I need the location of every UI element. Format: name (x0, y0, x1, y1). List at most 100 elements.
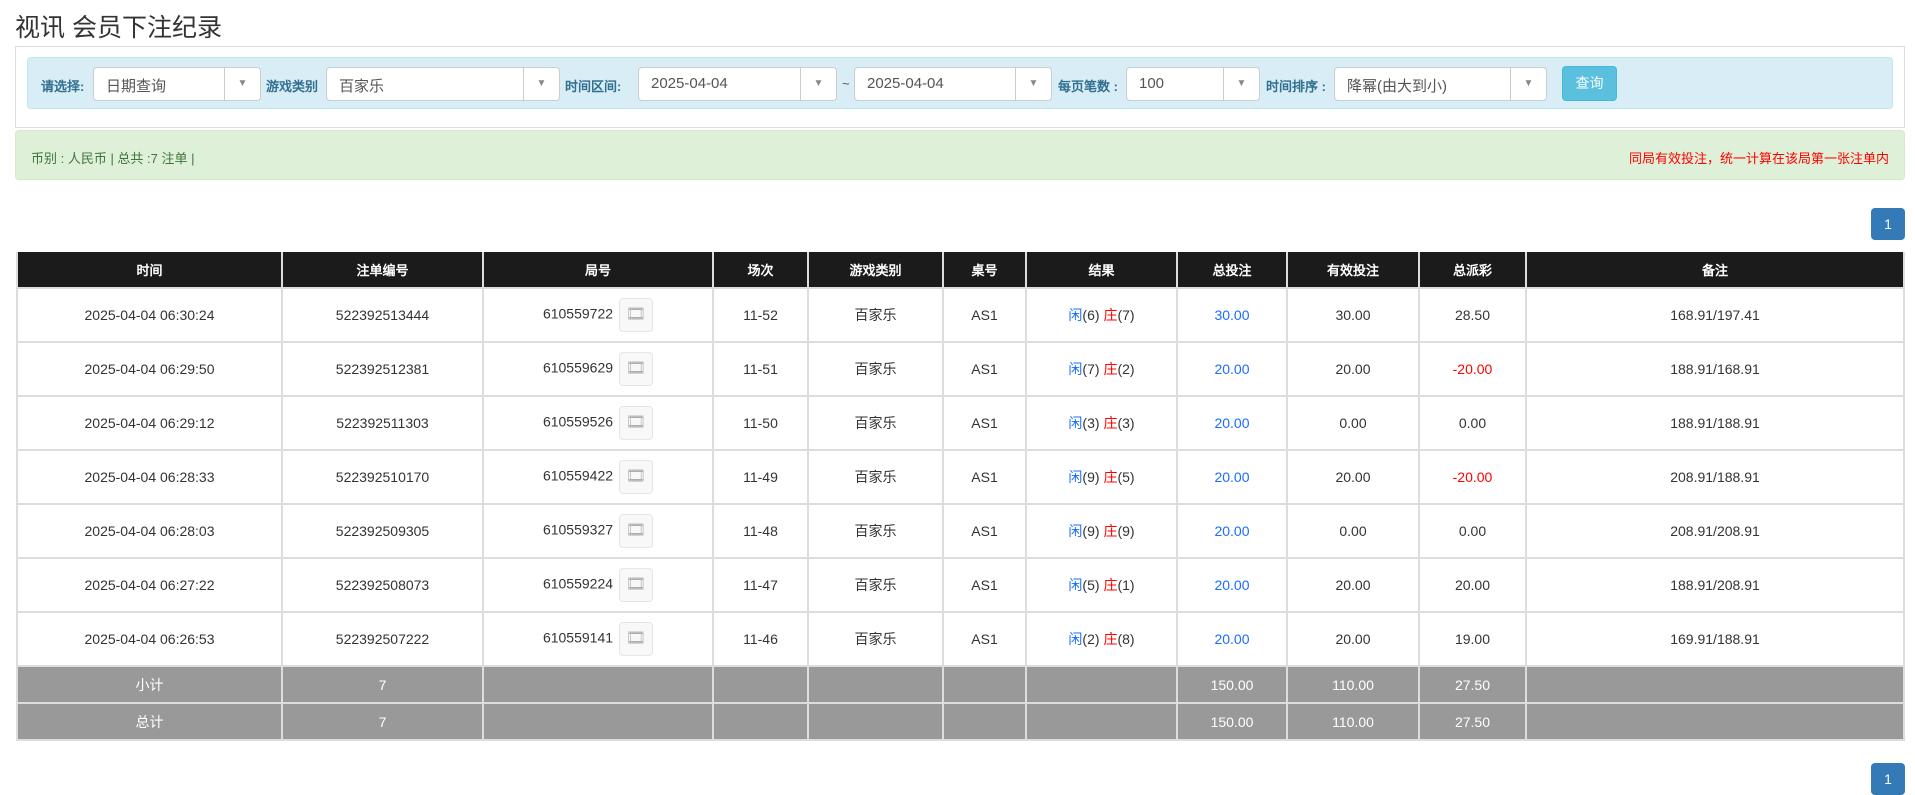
chevron-down-icon: ▼ (800, 68, 836, 100)
player-value: (9) (1082, 469, 1100, 485)
column-header: 游戏类别 (807, 252, 944, 289)
player-label: 闲 (1068, 361, 1083, 377)
cell-valid: 30.00 (1286, 287, 1420, 343)
cell-table: AS1 (942, 503, 1027, 559)
banker-label: 庄 (1103, 631, 1118, 647)
cell-valid: 0.00 (1286, 503, 1420, 559)
video-replay-icon[interactable]: 🎞 (619, 406, 654, 440)
video-replay-icon[interactable]: 🎞 (619, 298, 654, 332)
cell-note: 188.91/208.91 (1525, 557, 1905, 613)
cell-shoe: 11-51 (712, 341, 809, 397)
column-header: 有效投注 (1286, 252, 1420, 289)
table-row: 2025-04-04 06:29:50 522392512381 61055962… (16, 341, 1905, 397)
table-row: 2025-04-04 06:30:24 522392513444 61055972… (16, 287, 1905, 343)
query-button[interactable]: 查询 (1562, 66, 1617, 101)
date-to-select[interactable]: 2025-04-04 ▼ (854, 67, 1052, 101)
pagination-page-1-top[interactable]: 1 (1871, 208, 1905, 240)
cell-valid: 20.00 (1286, 341, 1420, 397)
banker-label: 庄 (1103, 469, 1118, 485)
round-number: 610559526 (542, 413, 614, 430)
column-header: 备注 (1525, 252, 1905, 289)
column-header: 结果 (1025, 252, 1178, 289)
video-replay-icon[interactable]: 🎞 (619, 514, 654, 548)
bet-records-table: 时间 注单编号 局号 场次 游戏类别 桌号 结果 总投注 有效投注 总派彩 备注 2025-04-0… (16, 252, 1905, 741)
cell-bet_id: 522392508073 (281, 557, 484, 613)
select-label: 请选择: (41, 79, 85, 94)
player-label: 闲 (1068, 307, 1083, 323)
query-type-select[interactable]: 日期查询 ▼ (93, 67, 261, 101)
cell-bet: 20.00 (1176, 557, 1288, 613)
banker-label: 庄 (1103, 523, 1118, 539)
pagination-page-1-bottom[interactable]: 1 (1871, 763, 1905, 795)
empty-cell (1025, 665, 1178, 704)
cell-result: 闲(6) 庄(7) (1025, 287, 1178, 343)
cell-shoe: 11-47 (712, 557, 809, 613)
game-type-select[interactable]: 百家乐 ▼ (326, 67, 560, 101)
cell-game: 百家乐 (807, 503, 944, 559)
banker-value: (3) (1117, 415, 1135, 431)
cell-payout: 0.00 (1418, 395, 1527, 451)
cell-round: 610559629 🎞 (482, 341, 714, 397)
sum-payout: 27.50 (1418, 702, 1527, 741)
cell-bet_id: 522392509305 (281, 503, 484, 559)
cell-game: 百家乐 (807, 611, 944, 667)
table-row: 2025-04-04 06:27:22 522392508073 61055922… (16, 557, 1905, 613)
empty-cell (1525, 665, 1905, 704)
cell-result: 闲(9) 庄(5) (1025, 449, 1178, 505)
cell-game: 百家乐 (807, 557, 944, 613)
cell-payout: 19.00 (1418, 611, 1527, 667)
cell-round: 610559526 🎞 (482, 395, 714, 451)
summary-alert: 币别 : 人民币 | 总共 :7 注单 | 同局有效投注，统一计算在该局第一张注… (15, 130, 1905, 180)
round-number: 610559722 (542, 305, 614, 322)
cell-payout: 0.00 (1418, 503, 1527, 559)
player-label: 闲 (1068, 631, 1083, 647)
cell-table: AS1 (942, 557, 1027, 613)
sum-label: 总计 (16, 702, 283, 741)
game-type-value: 百家乐 (339, 78, 385, 95)
date-from-value: 2025-04-04 (651, 75, 728, 92)
chevron-down-icon: ▼ (224, 68, 260, 100)
per-page-select[interactable]: 100 ▼ (1126, 67, 1260, 101)
cell-shoe: 11-49 (712, 449, 809, 505)
table-row: 2025-04-04 06:28:33 522392510170 61055942… (16, 449, 1905, 505)
cell-valid: 20.00 (1286, 557, 1420, 613)
video-replay-icon[interactable]: 🎞 (619, 460, 654, 494)
cell-bet: 20.00 (1176, 341, 1288, 397)
banker-value: (9) (1117, 523, 1135, 539)
empty-cell (942, 702, 1027, 741)
banker-value: (8) (1117, 631, 1135, 647)
banker-label: 庄 (1103, 307, 1118, 323)
video-replay-icon[interactable]: 🎞 (619, 352, 654, 386)
summary-text: 币别 : 人民币 | 总共 :7 注单 | (31, 151, 195, 166)
cell-time: 2025-04-04 06:28:33 (16, 449, 283, 505)
banker-label: 庄 (1103, 415, 1118, 431)
cell-shoe: 11-50 (712, 395, 809, 451)
cell-note: 169.91/188.91 (1525, 611, 1905, 667)
video-replay-icon[interactable]: 🎞 (619, 622, 654, 656)
cell-table: AS1 (942, 341, 1027, 397)
cell-table: AS1 (942, 287, 1027, 343)
player-value: (9) (1082, 523, 1100, 539)
cell-payout: -20.00 (1418, 449, 1527, 505)
sum-bet: 150.00 (1176, 702, 1288, 741)
per-page-value: 100 (1139, 75, 1165, 92)
date-from-select[interactable]: 2025-04-04 ▼ (638, 67, 837, 101)
cell-result: 闲(5) 庄(1) (1025, 557, 1178, 613)
empty-cell (807, 702, 944, 741)
round-number: 610559141 (542, 629, 614, 646)
table-row: 2025-04-04 06:26:53 522392507222 61055914… (16, 611, 1905, 667)
cell-bet_id: 522392511303 (281, 395, 484, 451)
cell-time: 2025-04-04 06:29:12 (16, 395, 283, 451)
cell-time: 2025-04-04 06:26:53 (16, 611, 283, 667)
cell-valid: 20.00 (1286, 611, 1420, 667)
sum-valid: 110.00 (1286, 665, 1420, 704)
banker-label: 庄 (1103, 361, 1118, 377)
page-title: 视讯 会员下注纪录 (15, 14, 222, 42)
chevron-down-icon: ▼ (1510, 68, 1546, 100)
chevron-down-icon: ▼ (1223, 68, 1259, 100)
cell-round: 610559224 🎞 (482, 557, 714, 613)
sum-bet: 150.00 (1176, 665, 1288, 704)
cell-payout: 28.50 (1418, 287, 1527, 343)
sort-select[interactable]: 降幂(由大到小) ▼ (1334, 67, 1547, 101)
video-replay-icon[interactable]: 🎞 (619, 568, 654, 602)
